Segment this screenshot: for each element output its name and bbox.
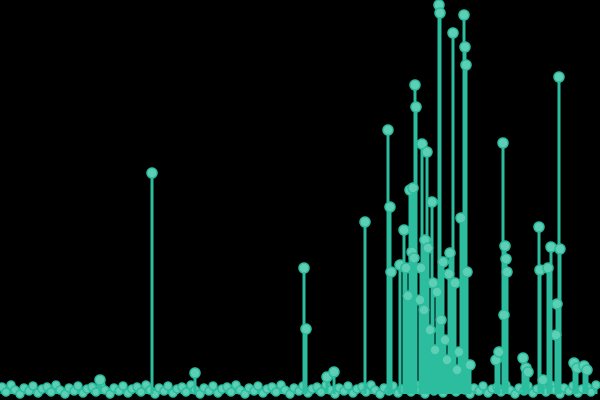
data-point-marker-peak	[551, 298, 563, 310]
data-point-marker-peak	[400, 262, 412, 274]
data-point-marker-peak	[522, 366, 534, 378]
data-point-marker-peak	[421, 146, 433, 158]
data-point-marker-noise	[316, 387, 326, 397]
data-point-marker-peak	[407, 182, 419, 194]
data-point-marker-peak	[553, 71, 565, 83]
data-point-marker-peak	[498, 309, 510, 321]
data-point-marker-peak	[537, 374, 549, 386]
data-point-marker-noise	[1, 387, 11, 397]
data-point-marker-noise	[73, 381, 83, 391]
data-point-marker-noise	[343, 381, 353, 391]
data-point-marker-peak	[359, 216, 371, 228]
data-point-marker-peak	[385, 266, 397, 278]
data-point-marker-peak	[443, 268, 455, 280]
data-point-marker-peak	[464, 359, 476, 371]
data-point-marker-peak	[581, 364, 593, 376]
data-point-marker-peak	[298, 262, 310, 274]
data-point-marker-peak	[431, 286, 443, 298]
data-point-marker-noise	[28, 381, 38, 391]
data-point-marker-peak	[409, 79, 421, 91]
data-point-marker-peak	[501, 266, 513, 278]
data-point-marker-peak	[439, 334, 451, 346]
data-point-marker-peak	[418, 304, 430, 316]
data-point-marker-peak	[435, 314, 447, 326]
data-point-marker-noise	[226, 387, 236, 397]
data-point-marker-peak	[415, 262, 427, 274]
data-point-marker-peak	[434, 7, 446, 19]
data-point-marker-peak	[414, 294, 426, 306]
data-point-marker-noise	[136, 387, 146, 397]
data-point-marker-noise	[118, 381, 128, 391]
data-point-marker-peak	[146, 167, 158, 179]
data-point-marker-peak	[429, 344, 441, 356]
data-point-marker-peak	[94, 374, 106, 386]
data-point-marker-noise	[181, 387, 191, 397]
data-point-marker-peak	[426, 196, 438, 208]
data-point-marker-peak	[384, 201, 396, 213]
data-point-marker-peak	[437, 256, 449, 268]
data-point-marker-peak	[455, 212, 467, 224]
data-point-marker-peak	[453, 346, 465, 358]
data-point-marker-noise	[46, 387, 56, 397]
data-point-marker-noise	[208, 381, 218, 391]
data-point-marker-peak	[300, 323, 312, 335]
data-point-marker-peak	[189, 367, 201, 379]
data-point-marker-noise	[591, 380, 600, 390]
data-point-marker-peak	[493, 346, 505, 358]
data-point-marker-peak	[422, 242, 434, 254]
data-point-marker-noise	[163, 381, 173, 391]
data-point-marker-peak	[444, 247, 456, 259]
data-point-marker-peak	[416, 138, 428, 150]
data-point-marker-peak	[459, 41, 471, 53]
data-point-marker-peak	[408, 252, 420, 264]
data-point-marker-peak	[382, 124, 394, 136]
data-point-marker-peak	[449, 277, 461, 289]
data-point-marker-noise	[478, 381, 488, 391]
data-point-marker-peak	[500, 253, 512, 265]
data-point-marker-peak	[533, 221, 545, 233]
data-point-marker-peak	[554, 243, 566, 255]
data-point-marker-noise	[253, 381, 263, 391]
data-point-marker-peak	[550, 329, 562, 341]
data-point-marker-peak	[441, 354, 453, 366]
data-point-marker-peak	[517, 352, 529, 364]
data-point-marker-noise	[271, 387, 281, 397]
data-point-marker-peak	[460, 59, 472, 71]
data-point-marker-peak	[402, 290, 414, 302]
data-point-marker-peak	[497, 137, 509, 149]
data-point-marker-peak	[424, 324, 436, 336]
data-point-marker-peak	[461, 266, 473, 278]
data-point-marker-peak	[542, 262, 554, 274]
data-point-marker-peak	[328, 366, 340, 378]
data-point-marker-peak	[410, 101, 422, 113]
data-point-marker-peak	[451, 364, 463, 376]
data-point-marker-peak	[458, 9, 470, 21]
data-point-marker-peak	[398, 224, 410, 236]
data-point-marker-peak	[499, 240, 511, 252]
data-point-marker-peak	[447, 27, 459, 39]
